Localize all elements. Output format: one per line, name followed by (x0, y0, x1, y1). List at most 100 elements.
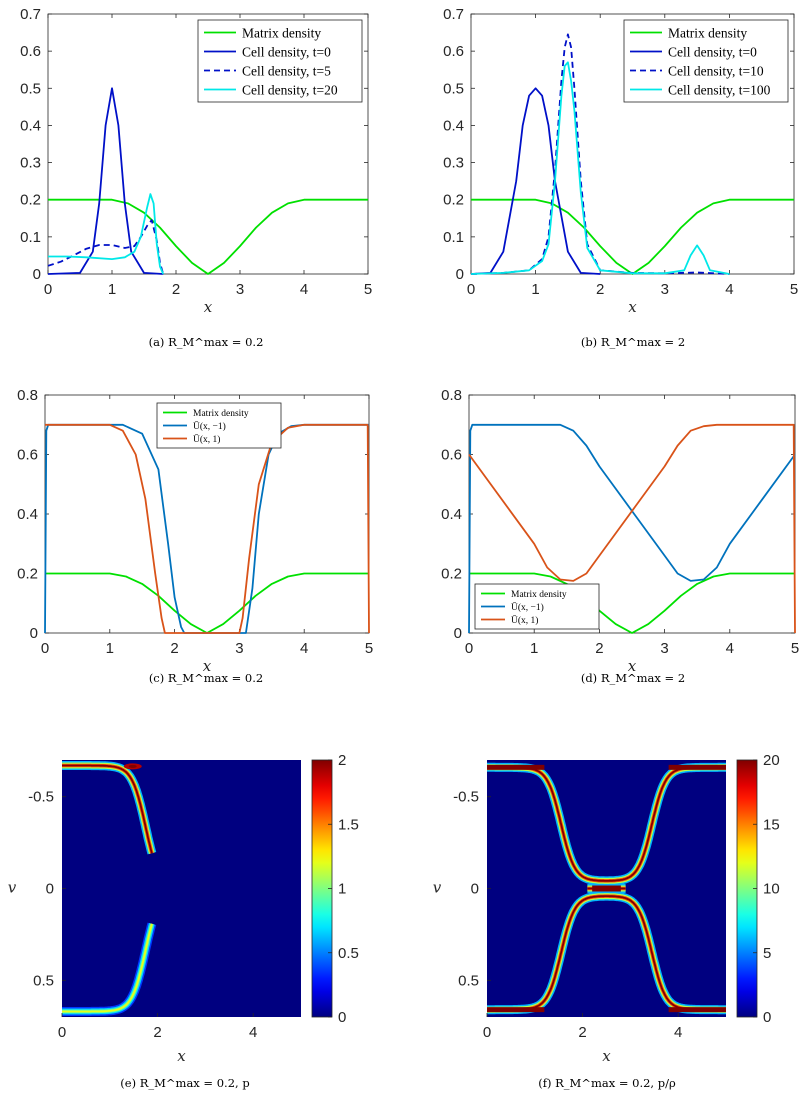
series-line-3 (470, 61, 730, 275)
y-tick-label: 0.3 (20, 155, 41, 172)
y-tick-label: 0.8 (441, 387, 462, 404)
y-tick-label: 0.4 (441, 506, 462, 523)
caption: (c) R_M^max = 0.2 (149, 671, 263, 685)
y-tick-label: 0.2 (17, 566, 38, 583)
colorbar-tick-label: 0 (338, 1009, 346, 1026)
series-line-1 (47, 87, 164, 275)
caption: (f) R_M^max = 0.2, p/ρ (538, 1076, 676, 1090)
series-line-2 (470, 33, 730, 275)
y-tick-label: 0.5 (458, 972, 479, 989)
x-tick-label: 0 (467, 281, 475, 298)
y-tick-label: 0.7 (443, 6, 464, 23)
y-axis-label: v (433, 879, 442, 897)
x-tick-label: 4 (674, 1024, 682, 1041)
band-edge-hot (668, 764, 726, 770)
colorbar-tick-label: 0 (763, 1009, 771, 1026)
x-tick-label: 5 (791, 640, 799, 657)
legend-entry: Matrix density (511, 590, 567, 600)
caption: (d) R_M^max = 2 (581, 671, 685, 685)
caption: (a) R_M^max = 0.2 (149, 335, 264, 349)
x-axis-label: x (177, 1047, 186, 1065)
legend-entry: Matrix density (242, 26, 321, 41)
x-axis-label: x (628, 657, 637, 675)
y-tick-label: 0.5 (443, 80, 464, 97)
band-top (62, 764, 153, 854)
series-line-2 (45, 423, 370, 634)
x-axis-label: x (602, 1047, 611, 1065)
legend: Matrix density Cell density, t=0 Cell dens… (623, 19, 789, 103)
band-bottom (62, 923, 153, 1013)
x-tick-label: 0 (41, 640, 49, 657)
y-tick-label: 0.3 (443, 155, 464, 172)
y-tick-label: 0 (456, 266, 464, 283)
x-tick-label: 2 (596, 281, 604, 298)
y-tick-label: 0.7 (20, 6, 41, 23)
legend-entry: Cell density, t=0 (242, 45, 331, 60)
x-tick-label: 5 (790, 281, 798, 298)
x-tick-label: 5 (365, 640, 373, 657)
legend-entry: Matrix density (668, 26, 747, 41)
series-line-2 (468, 423, 796, 634)
x-tick-label: 4 (300, 281, 308, 298)
legend-entry: Cell density, t=5 (242, 64, 331, 79)
legend-entry: Cell density, t=0 (668, 45, 757, 60)
x-tick-label: 0 (465, 640, 473, 657)
legend: Matrix density Cell density, t=0 Cell dens… (197, 19, 363, 103)
y-tick-label: 0.5 (20, 80, 41, 97)
legend-entry: Ū(x, −1) (193, 420, 226, 432)
colorbar-tick-label: 2 (338, 752, 346, 769)
x-tick-label: 1 (531, 281, 539, 298)
x-axis-label: x (203, 657, 212, 675)
x-tick-label: 0 (58, 1024, 66, 1041)
x-tick-label: 0 (44, 281, 52, 298)
series-line-0 (469, 572, 795, 634)
caption: (b) R_M^max = 2 (581, 335, 685, 349)
band-hotspot-core (128, 764, 137, 769)
legend-entry: Cell density, t=20 (242, 83, 338, 98)
x-tick-label: 3 (236, 281, 244, 298)
legend-entry: Cell density, t=100 (668, 83, 771, 98)
x-tick-label: 1 (530, 640, 538, 657)
y-tick-label: 0.6 (20, 43, 41, 60)
y-tick-label: 0.2 (20, 192, 41, 209)
y-tick-label: -0.5 (28, 789, 54, 806)
legend-entry: Ū(x, −1) (511, 601, 544, 613)
band-edge-hot (487, 1007, 545, 1013)
heatmap-bands (62, 761, 157, 1016)
y-tick-label: 0 (30, 625, 38, 642)
colorbar-tick-label: 20 (763, 752, 780, 769)
x-tick-label: 1 (108, 281, 116, 298)
y-axis-label: v (8, 879, 17, 897)
x-tick-label: 2 (170, 640, 178, 657)
y-tick-label: 0.4 (17, 506, 38, 523)
x-tick-label: 3 (235, 640, 243, 657)
x-tick-label: 2 (153, 1024, 161, 1041)
colorbar-tick-label: 0.5 (338, 945, 359, 962)
band-edge-hot (668, 1007, 726, 1013)
y-tick-label: 0.4 (443, 117, 464, 134)
y-tick-label: 0.8 (17, 387, 38, 404)
legend-box (197, 19, 363, 103)
series-line-0 (48, 198, 368, 275)
series-line-1 (470, 87, 601, 275)
y-tick-label: 0.2 (443, 192, 464, 209)
y-tick-label: 0 (33, 266, 41, 283)
heatmap-background (62, 760, 301, 1017)
x-tick-label: 3 (661, 281, 669, 298)
colorbar-tick-label: 1 (338, 881, 346, 898)
colorbar-tick-label: 5 (763, 945, 771, 962)
band-center-core (592, 885, 621, 892)
panel-b: 0 1 2 3 4 5 0 0.1 0.2 0.3 0.4 0.5 0.6 0.7 x Matrix dens… (443, 6, 798, 349)
legend-entry: Cell density, t=10 (668, 64, 764, 79)
x-tick-label: 2 (172, 281, 180, 298)
panel-e: 0 2 4 -0.5 0 0.5 x v 0 0.5 1 1.5 2 (e) R_M^max = 0.2,… (8, 752, 359, 1090)
y-tick-label: 0.6 (441, 447, 462, 464)
colorbar-tick-label: 10 (763, 881, 780, 898)
x-tick-label: 4 (726, 640, 734, 657)
heatmap-bands (487, 762, 726, 1015)
y-tick-label: 0.2 (441, 566, 462, 583)
y-tick-label: 0.1 (443, 229, 464, 246)
